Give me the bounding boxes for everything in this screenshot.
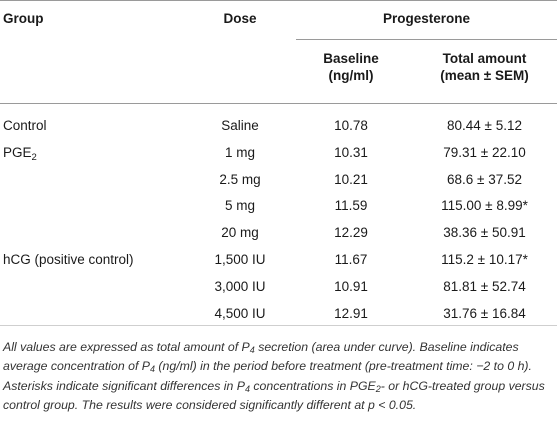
cell-group-text: hCG (positive control): [3, 252, 134, 267]
header-baseline: Baseline (ng/ml): [296, 50, 406, 84]
footnote-text: - or hCG-treated group versus control gr…: [3, 378, 545, 413]
cell-dose: 4,500 IU: [214, 306, 266, 321]
header-dose: Dose: [223, 11, 257, 26]
cell-baseline: 12.29: [334, 225, 368, 240]
cell-baseline: 10.91: [334, 279, 368, 294]
header-baseline-line1: Baseline: [323, 51, 379, 66]
header-total: Total amount (mean ± SEM): [412, 50, 557, 84]
cell-group-text: PGE: [3, 145, 32, 160]
footnote-subscript: 2: [375, 383, 381, 394]
cell-total: 79.31 ± 22.10: [443, 145, 526, 160]
table-top-border: [0, 0, 557, 1]
cell-baseline: 10.78: [334, 118, 368, 133]
cell-dose: 5 mg: [224, 198, 255, 213]
header-progesterone: Progesterone: [382, 11, 471, 26]
footnote-text: concentrations in PGE: [249, 378, 376, 393]
cell-group: Control: [3, 117, 47, 134]
header-total-line2: (mean ± SEM): [440, 68, 529, 83]
cell-baseline: 10.21: [334, 172, 368, 187]
footnote-subscript: 4: [149, 364, 155, 375]
header-group: Group: [3, 11, 44, 26]
cell-group-text: Control: [3, 118, 47, 133]
header-total-line1: Total amount: [442, 51, 527, 66]
cell-baseline: 12.91: [334, 306, 368, 321]
cell-baseline: 11.67: [334, 252, 368, 267]
cell-dose: Saline: [221, 118, 259, 133]
table-footnote: All values are expressed as total amount…: [3, 338, 554, 416]
cell-total: 115.00 ± 8.99*: [441, 198, 528, 213]
footnote-text: All values are expressed as total amount…: [3, 340, 250, 354]
progesterone-span-rule: [296, 39, 557, 40]
cell-total: 115.2 ± 10.17*: [441, 252, 528, 267]
footnote-text: (ng/ml) in the period before treatment (…: [3, 359, 532, 393]
cell-baseline: 11.59: [334, 198, 368, 213]
cell-total: 31.76 ± 16.84: [443, 306, 526, 321]
cell-group: hCG (positive control): [3, 251, 134, 268]
table-bottom-rule: [0, 325, 557, 326]
cell-group: PGE2: [3, 144, 37, 163]
header-baseline-line2: (ng/ml): [328, 68, 374, 83]
cell-group-subscript: 2: [31, 152, 37, 163]
cell-dose: 1 mg: [224, 145, 255, 160]
header-bottom-rule: [0, 103, 557, 104]
cell-total: 81.81 ± 52.74: [443, 279, 526, 294]
cell-total: 68.6 ± 37.52: [447, 172, 522, 187]
cell-dose: 20 mg: [221, 225, 259, 240]
cell-dose: 2.5 mg: [219, 172, 261, 187]
cell-dose: 1,500 IU: [214, 252, 266, 267]
footnote-subscript: 4: [249, 345, 255, 355]
cell-total: 38.36 ± 50.91: [443, 225, 526, 240]
footnote-subscript: 4: [244, 383, 250, 394]
cell-baseline: 10.31: [334, 145, 368, 160]
cell-dose: 3,000 IU: [214, 279, 266, 294]
cell-total: 80.44 ± 5.12: [447, 118, 522, 133]
footnote-text: secretion (area under curve). Baseline i…: [3, 340, 519, 374]
